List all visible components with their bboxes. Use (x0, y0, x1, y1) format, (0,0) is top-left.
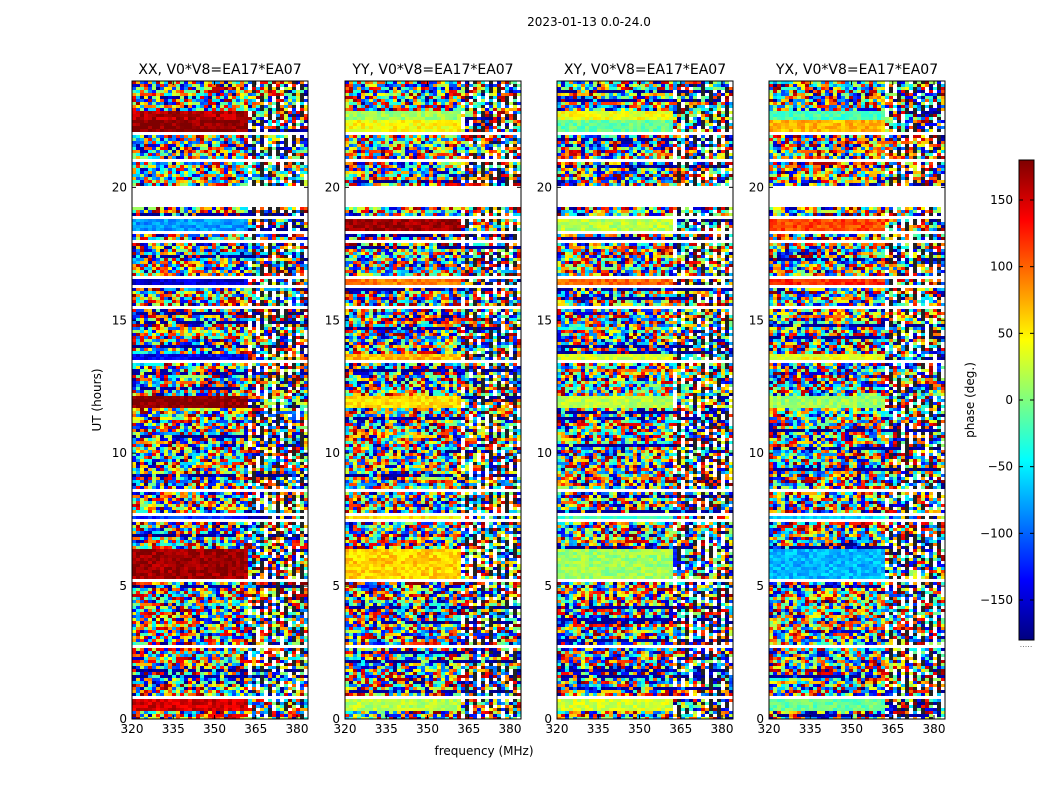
colorbar-tick-label: 0 (1005, 393, 1013, 407)
colorbar-label: phase (deg.) (963, 362, 977, 438)
y-tick-label: 5 (544, 579, 552, 593)
y-tick-label: 5 (119, 579, 127, 593)
phase-heatmap-yy (345, 81, 521, 719)
figure-suptitle: 2023-01-13 0.0-24.0 (527, 15, 651, 29)
y-tick-label: 5 (756, 579, 764, 593)
phase-heatmap-xx (132, 81, 308, 719)
panel-frame (768, 80, 946, 720)
x-tick-label: 350 (840, 722, 863, 736)
y-tick-label: 15 (749, 313, 764, 327)
panel-yy: YY, V0*V8=EA17*EA07 320 335 350 365 380 0 5 10 15… (325, 62, 522, 736)
colorbar-tick-label: 50 (998, 326, 1013, 340)
y-tick-label: 20 (325, 180, 340, 194)
colorbar-tick-label: 150 (990, 193, 1013, 207)
y-tick-label: 0 (332, 712, 340, 726)
x-tick-label: 350 (416, 722, 439, 736)
x-tick-label: 320 (758, 722, 781, 736)
x-tick-label: 380 (286, 722, 309, 736)
colorbar-footer: ..... (1020, 640, 1033, 649)
phase-heatmap-yx (769, 81, 945, 719)
y-tick-label: 20 (749, 180, 764, 194)
panel-title: YY, V0*V8=EA17*EA07 (351, 62, 513, 78)
y-tick-label: 15 (537, 313, 552, 327)
colorbar: 150 100 50 0 −50 −100 −150 phase (deg.) ..... (963, 159, 1035, 649)
panel-frame (344, 80, 522, 720)
x-tick-label: 380 (711, 722, 734, 736)
y-tick-label: 15 (112, 313, 127, 327)
x-tick-label: 320 (334, 722, 357, 736)
x-tick-label: 365 (881, 722, 904, 736)
x-tick-label: 335 (375, 722, 398, 736)
y-tick-label: 10 (537, 446, 552, 460)
panel-frame (131, 80, 309, 720)
y-tick-label: 10 (325, 446, 340, 460)
x-tick-label: 380 (499, 722, 522, 736)
x-tick-label: 350 (628, 722, 651, 736)
panel-xx: XX, V0*V8=EA17*EA07 320 335 350 365 380 0 5 10 15… (112, 62, 309, 736)
x-axis-label: frequency (MHz) (434, 744, 533, 758)
y-tick-label: 10 (112, 446, 127, 460)
panel-title: XY, V0*V8=EA17*EA07 (564, 62, 726, 78)
colorbar-tick-label: 100 (990, 260, 1013, 274)
x-tick-label: 335 (162, 722, 185, 736)
panel-xy: XY, V0*V8=EA17*EA07 320 335 350 365 380 0 5 10 15… (537, 62, 734, 736)
x-tick-label: 350 (203, 722, 226, 736)
panel-yx: YX, V0*V8=EA17*EA07 320 335 350 365 380 0 5 10 15… (749, 62, 946, 736)
y-tick-label: 10 (749, 446, 764, 460)
y-tick-label: 5 (332, 579, 340, 593)
colorbar-tick-label: −50 (988, 460, 1013, 474)
y-tick-label: 15 (325, 313, 340, 327)
x-tick-label: 335 (587, 722, 610, 736)
x-tick-label: 365 (669, 722, 692, 736)
y-tick-label: 20 (112, 180, 127, 194)
y-tick-label: 0 (119, 712, 127, 726)
colorbar-tick-label: −100 (980, 526, 1013, 540)
phase-heatmap-xy (557, 81, 733, 719)
x-tick-label: 380 (923, 722, 946, 736)
y-tick-label: 0 (544, 712, 552, 726)
colorbar-tick-label: −150 (980, 593, 1013, 607)
panel-title: YX, V0*V8=EA17*EA07 (775, 62, 938, 78)
panels: XX, V0*V8=EA17*EA07 320 335 350 365 380 0 5 10 15… (112, 62, 946, 736)
y-tick-label: 0 (756, 712, 764, 726)
x-tick-label: 320 (546, 722, 569, 736)
x-tick-label: 365 (244, 722, 267, 736)
y-axis-label: UT (hours) (90, 368, 104, 431)
y-tick-label: 20 (537, 180, 552, 194)
x-tick-label: 365 (457, 722, 480, 736)
panel-frame (556, 80, 734, 720)
panel-title: XX, V0*V8=EA17*EA07 (138, 62, 301, 78)
x-tick-label: 320 (121, 722, 144, 736)
x-tick-label: 335 (799, 722, 822, 736)
